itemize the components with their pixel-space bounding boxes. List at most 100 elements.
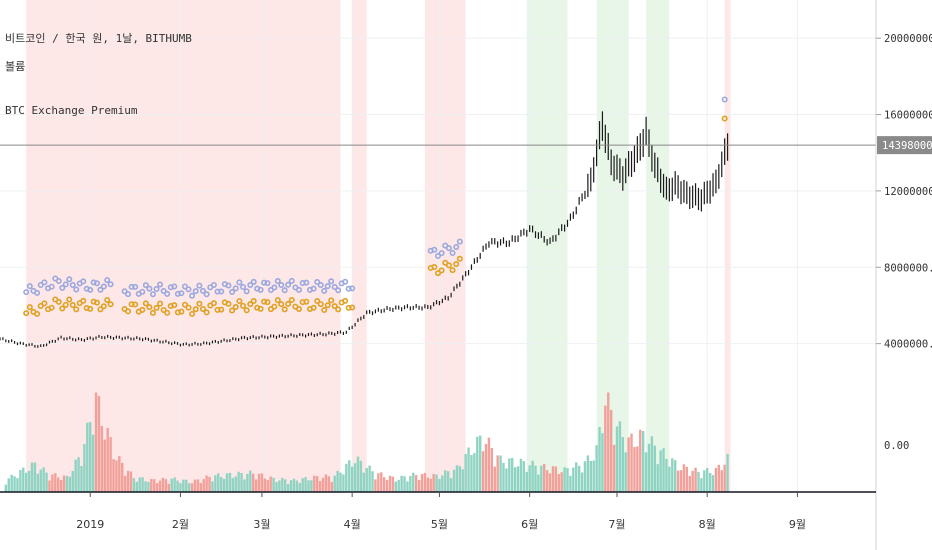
time-axis-label-6: 7월 bbox=[608, 518, 625, 531]
premium-upper-mark-62 bbox=[243, 288, 250, 295]
price-axis-label-1: 16000000.00 bbox=[884, 110, 932, 122]
volume-bar-90 bbox=[266, 480, 269, 492]
premium-upper-mark-49 bbox=[196, 282, 203, 289]
volume-bar-99 bbox=[292, 478, 296, 492]
volume-bar-69 bbox=[205, 475, 208, 492]
volume-bar-14 bbox=[45, 472, 48, 492]
premium-lower-mark-0 bbox=[23, 310, 30, 317]
volume-bar-28 bbox=[86, 422, 89, 492]
premium-upper-mark-77 bbox=[296, 286, 303, 293]
volume-bar-7 bbox=[24, 472, 28, 492]
volume-bar-165 bbox=[484, 443, 488, 492]
premium-upper-mark-122 bbox=[453, 243, 460, 250]
premium-upper-mark-120 bbox=[445, 245, 452, 252]
volume-bar-36 bbox=[109, 437, 112, 492]
volume-bar-102 bbox=[301, 478, 304, 492]
time-axis-label-3: 4월 bbox=[344, 518, 361, 531]
volume-bar-134 bbox=[394, 481, 398, 492]
premium-lower-mark-47 bbox=[189, 310, 196, 317]
volume-bar-193 bbox=[566, 468, 569, 492]
volume-bar-114 bbox=[336, 470, 339, 492]
premium-upper-mark-37 bbox=[153, 286, 160, 293]
legend-symbol[interactable]: 비트코인 / 한국 원, 1날, BITHUMB bbox=[5, 32, 192, 45]
volume-bar-220 bbox=[644, 452, 648, 492]
volume-bar-225 bbox=[659, 450, 662, 492]
volume-bar-6 bbox=[22, 467, 25, 492]
volume-bar-100 bbox=[295, 480, 299, 492]
volume-bar-174 bbox=[511, 457, 514, 492]
volume-bar-182 bbox=[534, 465, 537, 492]
legend-indicator[interactable]: BTC Exchange Premium bbox=[5, 104, 138, 117]
volume-bar-219 bbox=[641, 430, 645, 492]
volume-bar-46 bbox=[138, 477, 141, 492]
volume-bar-116 bbox=[342, 474, 345, 492]
volume-bar-57 bbox=[170, 478, 173, 492]
volume-bar-201 bbox=[589, 460, 592, 492]
volume-bar-60 bbox=[179, 483, 182, 492]
volume-bar-56 bbox=[167, 483, 170, 492]
volume-bar-119 bbox=[350, 466, 354, 492]
volume-bar-65 bbox=[193, 479, 197, 492]
premium-upper-mark-84 bbox=[321, 287, 328, 294]
volume-bar-177 bbox=[519, 458, 523, 492]
volume-bar-86 bbox=[254, 479, 258, 492]
signal-band-5 bbox=[646, 0, 670, 492]
volume-axis-label: 0.00 bbox=[884, 440, 909, 452]
volume-bar-22 bbox=[68, 476, 72, 492]
premium-lower-mark-20 bbox=[94, 299, 101, 306]
volume-bar-186 bbox=[545, 470, 549, 492]
volume-bar-48 bbox=[144, 481, 147, 492]
volume-bar-125 bbox=[368, 465, 371, 492]
volume-bar-120 bbox=[353, 463, 357, 492]
volume-bar-163 bbox=[478, 435, 482, 492]
volume-bar-204 bbox=[598, 426, 601, 492]
premium-upper-mark-28 bbox=[121, 288, 128, 295]
volume-bar-166 bbox=[487, 437, 491, 492]
volume-bar-148 bbox=[435, 474, 438, 492]
premium-lower-mark-13 bbox=[69, 302, 76, 309]
time-axis-label-2: 3월 bbox=[253, 518, 270, 531]
premium-upper-mark-1 bbox=[26, 283, 33, 290]
premium-lower-mark-12 bbox=[66, 296, 73, 303]
premium-lower-mark-62 bbox=[243, 307, 250, 314]
volume-bar-61 bbox=[182, 479, 185, 492]
volume-bar-127 bbox=[374, 479, 377, 492]
premium-lower-mark-51 bbox=[203, 309, 210, 316]
volume-bar-212 bbox=[621, 437, 625, 492]
premium-lower-mark-91 bbox=[345, 304, 352, 311]
volume-bar-216 bbox=[633, 447, 636, 492]
premium-lower-mark-36 bbox=[149, 309, 156, 316]
volume-bar-29 bbox=[89, 422, 92, 492]
premium-lower-mark-5 bbox=[41, 300, 48, 307]
premium-upper-mark-117 bbox=[434, 252, 441, 259]
volume-bar-234 bbox=[685, 466, 689, 492]
volume-bar-78 bbox=[231, 478, 235, 492]
volume-bar-227 bbox=[665, 459, 668, 492]
price-axis-label-3: 8000000.00 bbox=[884, 262, 932, 274]
premium-lower-mark-29 bbox=[125, 308, 132, 315]
legend-volume[interactable]: 볼륨 bbox=[5, 60, 26, 73]
premium-upper-mark-34 bbox=[142, 282, 149, 289]
premium-lower-mark-16 bbox=[80, 297, 87, 304]
volume-bar-184 bbox=[540, 465, 543, 492]
volume-bar-194 bbox=[569, 475, 572, 492]
premium-lower-mark-88 bbox=[335, 306, 342, 313]
volume-bar-129 bbox=[380, 472, 383, 492]
premium-upper-mark-55 bbox=[218, 288, 225, 295]
volume-bar-91 bbox=[269, 476, 272, 492]
premium-lower-mark-85 bbox=[324, 302, 331, 309]
volume-bar-164 bbox=[481, 451, 485, 492]
premium-upper-mark-72 bbox=[278, 282, 285, 289]
premium-upper-mark-59 bbox=[232, 285, 239, 292]
volume-bar-157 bbox=[461, 469, 464, 492]
premium-lower-mark-84 bbox=[321, 306, 328, 313]
premium-upper-mark-24 bbox=[107, 281, 114, 288]
volume-bar-183 bbox=[537, 474, 540, 492]
volume-bar-43 bbox=[129, 471, 133, 492]
volume-bar-2 bbox=[10, 474, 13, 492]
volume-bar-74 bbox=[219, 477, 223, 492]
premium-upper-mark-88 bbox=[335, 287, 342, 294]
volume-bar-246 bbox=[720, 470, 723, 492]
